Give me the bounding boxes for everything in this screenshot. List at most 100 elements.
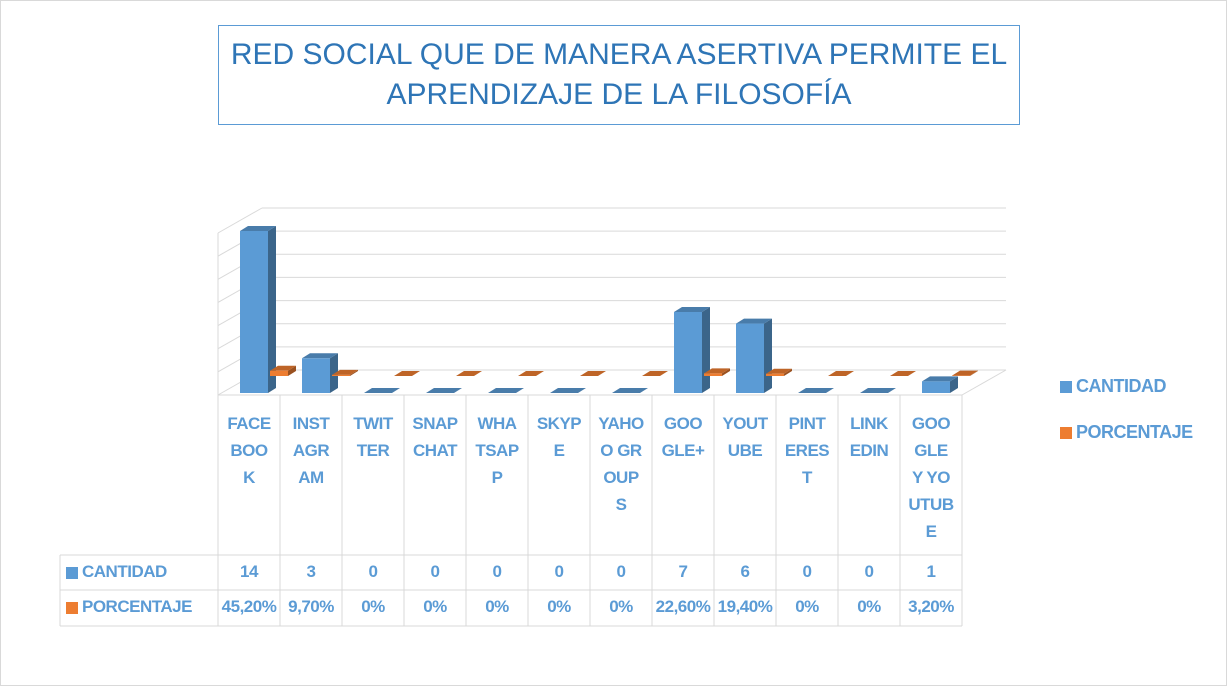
bar-side xyxy=(784,368,792,376)
bar-top xyxy=(332,369,358,375)
legend-swatch xyxy=(66,566,78,579)
x-tick-label: PINTEREST xyxy=(784,414,830,487)
bar-side xyxy=(330,353,338,393)
data-label: 0 xyxy=(492,562,502,581)
legend-label: CANTIDAD xyxy=(82,562,167,581)
data-label: 1 xyxy=(926,562,936,581)
bar xyxy=(426,388,462,393)
bar xyxy=(302,353,338,393)
data-label: 0% xyxy=(485,597,509,616)
side-grid-line xyxy=(217,207,263,234)
bar xyxy=(704,368,730,376)
x-tick-label: YOUTUBE xyxy=(722,414,768,460)
bar xyxy=(642,371,668,376)
bar-side xyxy=(764,318,772,393)
data-label: 0 xyxy=(368,562,378,581)
bar xyxy=(612,388,648,393)
bar-front xyxy=(922,381,950,393)
bar-side xyxy=(702,307,710,393)
floor-edge xyxy=(961,369,1007,396)
bar-front xyxy=(270,370,288,376)
bar-top xyxy=(270,365,296,371)
bar xyxy=(674,307,710,393)
bar-top xyxy=(426,388,462,393)
bar xyxy=(364,388,400,393)
data-label: 0 xyxy=(554,562,564,581)
legend-swatch xyxy=(1060,381,1072,394)
bar-side xyxy=(350,369,358,376)
bar xyxy=(332,369,358,376)
bar-top xyxy=(642,371,668,376)
bar-side xyxy=(970,370,978,376)
bar-top xyxy=(704,368,730,374)
bar xyxy=(394,371,420,376)
data-label: 0% xyxy=(361,597,385,616)
bar-top xyxy=(674,307,710,312)
bar-front xyxy=(674,312,702,393)
x-tick-label: YAHOO GROUPS xyxy=(598,414,644,514)
data-label: 0 xyxy=(864,562,874,581)
chart-title: RED SOCIAL QUE DE MANERA ASERTIVA PERMIT… xyxy=(218,25,1020,125)
data-label: 0 xyxy=(802,562,812,581)
table-legend: PORCENTAJE xyxy=(66,597,192,617)
bar xyxy=(828,371,854,376)
legend-label: CANTIDAD xyxy=(1076,376,1167,396)
bar xyxy=(922,376,958,393)
bar-top xyxy=(612,388,648,393)
bar-top xyxy=(488,388,524,393)
bar xyxy=(518,371,544,376)
bar xyxy=(580,371,606,376)
bar-front xyxy=(704,373,722,376)
data-label: 45,20% xyxy=(221,597,277,616)
x-tick-label: GOOGLE Y YOUTUBE xyxy=(908,414,954,541)
legend-swatch xyxy=(1060,427,1072,440)
x-tick-label: LINKEDIN xyxy=(849,414,889,460)
bar-top xyxy=(736,318,772,324)
data-label: 0 xyxy=(430,562,440,581)
data-label: 19,40% xyxy=(717,597,773,616)
bar-top xyxy=(828,371,854,376)
legend-entry: PORCENTAJE xyxy=(1060,422,1193,443)
legend-swatch xyxy=(66,601,78,614)
bar-top xyxy=(922,376,958,382)
legend-label: PORCENTAJE xyxy=(82,597,192,616)
data-label: 3 xyxy=(306,562,316,581)
data-label: 6 xyxy=(740,562,750,581)
bar-top xyxy=(518,371,544,376)
data-label: 3,20% xyxy=(908,597,954,616)
bar xyxy=(798,388,834,393)
x-tick-label: FACEBOOK xyxy=(227,414,271,487)
bar xyxy=(270,365,296,376)
bar-front xyxy=(332,374,350,376)
bar xyxy=(456,371,482,376)
data-label: 0% xyxy=(423,597,447,616)
bar xyxy=(952,370,978,376)
bar-top xyxy=(766,368,792,374)
data-label: 0 xyxy=(616,562,626,581)
bar xyxy=(736,318,772,393)
bar xyxy=(860,388,896,393)
x-tick-label: WHATSAPP xyxy=(475,414,519,487)
bar-top xyxy=(394,371,420,376)
bar-side xyxy=(950,376,958,393)
bar xyxy=(550,388,586,393)
data-label: 22,60% xyxy=(655,597,711,616)
bar-side xyxy=(722,368,730,376)
data-label: 7 xyxy=(678,562,688,581)
bar-front xyxy=(240,231,268,393)
data-label: 14 xyxy=(240,562,258,581)
table-legend: CANTIDAD xyxy=(66,562,167,582)
data-label: 9,70% xyxy=(288,597,334,616)
bar-side xyxy=(268,226,276,393)
bar-front xyxy=(766,373,784,376)
bar-top xyxy=(550,388,586,393)
x-tick-label: SKYPE xyxy=(536,414,582,460)
legend-entry: CANTIDAD xyxy=(1060,376,1167,397)
legend-label: PORCENTAJE xyxy=(1076,422,1193,442)
bar-top xyxy=(798,388,834,393)
x-tick-label: SNAPCHAT xyxy=(412,414,458,460)
bar xyxy=(766,368,792,376)
bar-top xyxy=(860,388,896,393)
